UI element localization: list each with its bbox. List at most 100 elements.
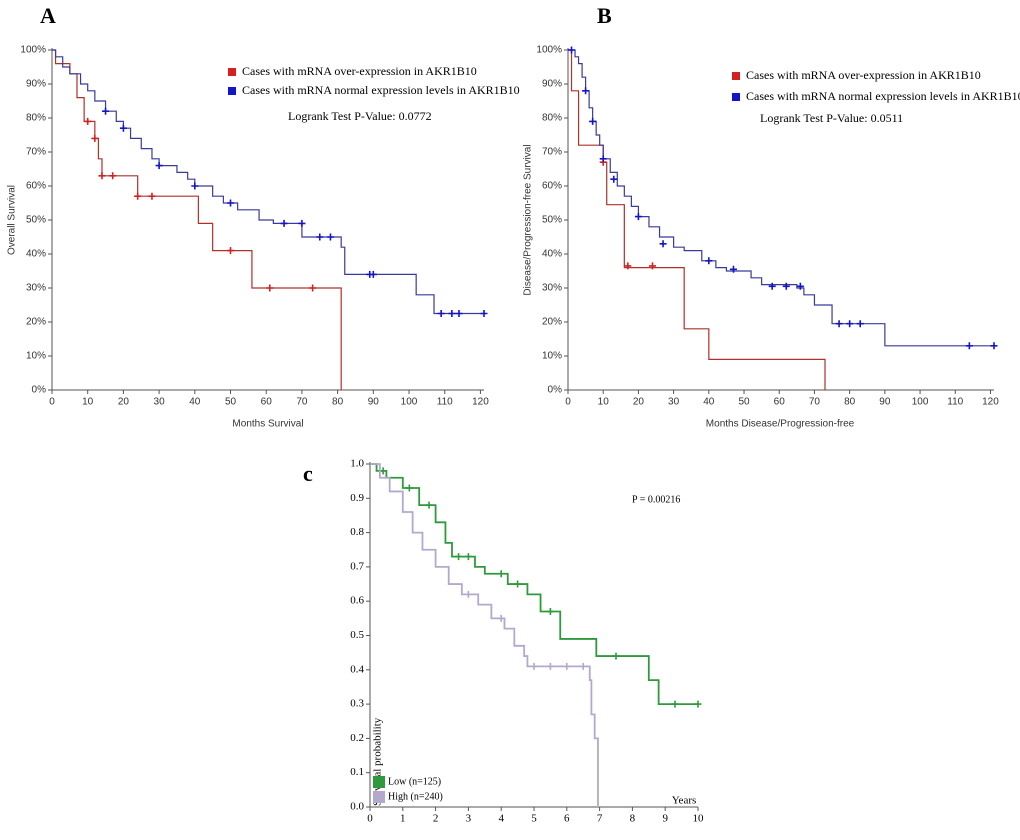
y-tick-label: 30% — [26, 283, 46, 294]
x-axis-title: Years — [672, 795, 697, 807]
censor-mark — [227, 199, 235, 207]
x-tick-label: 30 — [668, 397, 680, 408]
y-tick-label: 90% — [542, 79, 562, 90]
censor-mark — [514, 580, 522, 588]
censor-mark — [84, 117, 92, 125]
legend-swatch — [373, 791, 385, 803]
x-tick-label: 50 — [225, 397, 237, 408]
panel: A 0% 10% 20% 30% 40% 50% 60% 70% 80% 90% 100% 0 10 20 3… — [7, 3, 520, 430]
x-tick-label: 7 — [597, 813, 603, 825]
censor-mark — [546, 662, 554, 670]
x-tick-label: 20 — [633, 397, 645, 408]
x-tick-label: 10 — [82, 397, 94, 408]
censor-mark — [448, 310, 456, 317]
annotation: Logrank Test P-Value: 0.0772 — [288, 109, 432, 123]
censor-mark — [705, 257, 713, 265]
legend-swatch — [228, 87, 236, 95]
x-tick-label: 1 — [400, 813, 406, 825]
x-tick-label: 30 — [154, 397, 166, 408]
censor-mark — [694, 700, 702, 708]
y-tick-label: 0.5 — [350, 629, 364, 641]
x-tick-label: 60 — [261, 397, 273, 408]
legend-label: Cases with mRNA normal expression levels… — [746, 89, 1020, 103]
legend-label: Cases with mRNA normal expression levels… — [242, 83, 520, 97]
legend-label: High (n=240) — [388, 791, 443, 802]
x-tick-label: 110 — [437, 397, 453, 408]
y-tick-label: 60% — [542, 181, 562, 192]
censor-mark — [835, 320, 843, 328]
x-tick-label: 70 — [809, 397, 821, 408]
censor-mark — [119, 124, 127, 132]
censor-mark — [102, 107, 110, 115]
y-tick-label: 10% — [542, 351, 562, 362]
x-tick-label: 80 — [844, 397, 856, 408]
censor-mark — [480, 310, 488, 317]
y-tick-label: 50% — [26, 215, 46, 226]
censor-mark — [729, 265, 737, 273]
survival-curve — [568, 49, 994, 347]
y-tick-label: 70% — [26, 147, 46, 158]
censor-mark — [530, 662, 538, 670]
y-tick-label: 40% — [26, 249, 46, 260]
censor-mark — [589, 117, 597, 125]
legend-swatch — [373, 776, 385, 788]
y-tick-label: 0.3 — [350, 698, 364, 710]
x-tick-label: 3 — [466, 813, 472, 825]
y-tick-label: 20% — [542, 317, 562, 328]
censor-mark — [579, 662, 587, 670]
censor-mark — [612, 652, 620, 660]
y-tick-label: 80% — [26, 113, 46, 124]
x-tick-label: 120 — [982, 397, 999, 408]
y-tick-label: 30% — [542, 283, 562, 294]
censor-mark — [856, 320, 864, 328]
censor-mark — [965, 342, 973, 350]
x-axis-title: Months Survival — [232, 419, 303, 430]
annotation: Logrank Test P-Value: 0.0511 — [760, 111, 903, 125]
y-tick-label: 60% — [26, 181, 46, 192]
censor-mark — [227, 247, 235, 255]
censor-mark — [298, 219, 306, 227]
censor-mark — [546, 607, 554, 615]
censor-mark — [109, 172, 117, 180]
censor-mark — [796, 282, 804, 290]
x-tick-label: 20 — [118, 397, 130, 408]
x-tick-label: 90 — [879, 397, 891, 408]
y-tick-label: 0% — [32, 385, 47, 396]
censor-mark — [148, 192, 156, 200]
censor-mark — [316, 233, 324, 241]
censor-mark — [437, 310, 445, 317]
survival-curve — [52, 49, 484, 315]
y-tick-label: 0.2 — [350, 732, 364, 744]
legend-swatch — [732, 93, 740, 101]
y-tick-label: 1.0 — [350, 458, 364, 470]
x-tick-label: 2 — [433, 813, 439, 825]
legend-swatch — [732, 72, 740, 80]
x-tick-label: 90 — [368, 397, 380, 408]
censor-mark — [990, 342, 998, 350]
legend-label: Cases with mRNA over-expression in AKR1B… — [242, 64, 477, 78]
censor-mark — [624, 262, 632, 270]
censor-mark — [191, 182, 199, 190]
censor-mark — [497, 614, 505, 622]
censor-mark — [134, 192, 142, 200]
x-tick-label: 10 — [598, 397, 610, 408]
y-tick-label: 0.9 — [350, 492, 364, 504]
censor-mark — [91, 134, 99, 142]
y-tick-label: 100% — [20, 45, 46, 56]
x-tick-label: 6 — [564, 813, 570, 825]
y-tick-label: 70% — [542, 147, 562, 158]
censor-mark — [846, 320, 854, 328]
censor-mark — [464, 553, 472, 561]
panel-label: c — [303, 461, 313, 486]
legend-label: Cases with mRNA over-expression in AKR1B… — [746, 68, 981, 82]
x-tick-label: 40 — [703, 397, 715, 408]
censor-mark — [280, 219, 288, 227]
censor-mark — [405, 484, 413, 492]
censor-mark — [659, 240, 667, 248]
x-tick-label: 40 — [189, 397, 201, 408]
x-tick-label: 110 — [947, 397, 963, 408]
x-tick-label: 100 — [912, 397, 929, 408]
censor-mark — [455, 310, 463, 317]
censor-mark — [266, 284, 274, 292]
censor-mark — [464, 590, 472, 598]
